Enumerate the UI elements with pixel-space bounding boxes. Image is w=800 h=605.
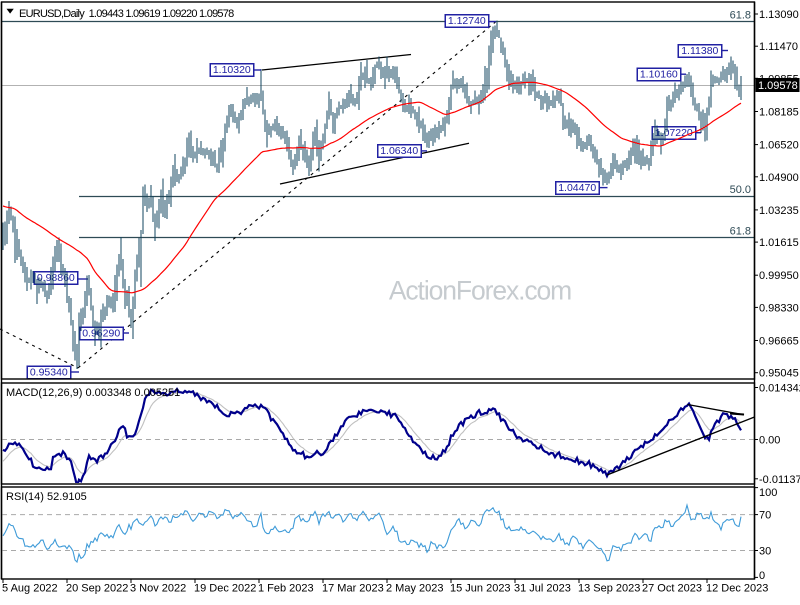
svg-text:-0.011371: -0.011371 xyxy=(759,474,800,486)
svg-text:1.11380: 1.11380 xyxy=(681,45,718,57)
svg-text:EURUSD,Daily 1.09443 1.09619: EURUSD,Daily 1.09443 1.09619 1.09220 1.0… xyxy=(19,8,234,20)
svg-text:61.8: 61.8 xyxy=(730,226,751,238)
svg-text:17 Mar 2023: 17 Mar 2023 xyxy=(322,583,384,595)
svg-text:1.01615: 1.01615 xyxy=(759,237,799,249)
svg-text:1 Feb 2023: 1 Feb 2023 xyxy=(258,583,314,595)
svg-text:0.98330: 0.98330 xyxy=(759,302,799,314)
svg-text:30: 30 xyxy=(759,546,771,558)
svg-text:ActionForex.com: ActionForex.com xyxy=(389,276,571,306)
svg-text:12 Dec 2023: 12 Dec 2023 xyxy=(706,583,768,595)
svg-text:5 Aug 2022: 5 Aug 2022 xyxy=(2,583,58,595)
svg-text:1.06340: 1.06340 xyxy=(380,145,418,157)
svg-text:1.12740: 1.12740 xyxy=(448,15,486,27)
svg-text:0.014342: 0.014342 xyxy=(759,383,800,395)
svg-text:1.06520: 1.06520 xyxy=(759,140,799,152)
svg-text:50.0: 50.0 xyxy=(730,184,751,196)
svg-text:19 Dec 2022: 19 Dec 2022 xyxy=(194,583,256,595)
svg-text:31 Jul 2023: 31 Jul 2023 xyxy=(514,583,571,595)
svg-text:1.04900: 1.04900 xyxy=(759,172,799,184)
svg-text:1.10160: 1.10160 xyxy=(640,69,678,81)
svg-text:20 Sep 2022: 20 Sep 2022 xyxy=(66,583,128,595)
svg-text:0: 0 xyxy=(759,570,765,582)
svg-text:0.95340: 0.95340 xyxy=(30,367,68,379)
svg-text:RSI(14) 52.9105: RSI(14) 52.9105 xyxy=(6,491,87,503)
svg-text:0.99950: 0.99950 xyxy=(759,270,799,282)
svg-text:0.96665: 0.96665 xyxy=(759,336,799,348)
svg-text:1.13090: 1.13090 xyxy=(759,9,799,21)
svg-text:MACD(12,26,9) 0.003348 0.00525: MACD(12,26,9) 0.003348 0.005251 xyxy=(6,387,180,399)
svg-text:13 Sep 2023: 13 Sep 2023 xyxy=(578,583,640,595)
svg-text:100: 100 xyxy=(759,487,777,499)
svg-text:1.09578: 1.09578 xyxy=(758,80,798,92)
svg-text:1.10320: 1.10320 xyxy=(213,64,251,76)
svg-text:1.08185: 1.08185 xyxy=(759,107,799,119)
svg-text:0.95045: 0.95045 xyxy=(759,368,799,380)
svg-text:2 May 2023: 2 May 2023 xyxy=(386,583,443,595)
svg-text:3 Nov 2022: 3 Nov 2022 xyxy=(130,583,186,595)
svg-text:1.11470: 1.11470 xyxy=(759,41,798,53)
svg-text:61.8: 61.8 xyxy=(730,10,751,22)
svg-text:0.00: 0.00 xyxy=(759,435,780,447)
svg-text:27 Oct 2023: 27 Oct 2023 xyxy=(642,583,702,595)
svg-text:15 Jun 2023: 15 Jun 2023 xyxy=(450,583,511,595)
svg-text:1.04470: 1.04470 xyxy=(558,182,596,194)
svg-text:1.03235: 1.03235 xyxy=(759,205,799,217)
svg-text:70: 70 xyxy=(759,510,771,522)
